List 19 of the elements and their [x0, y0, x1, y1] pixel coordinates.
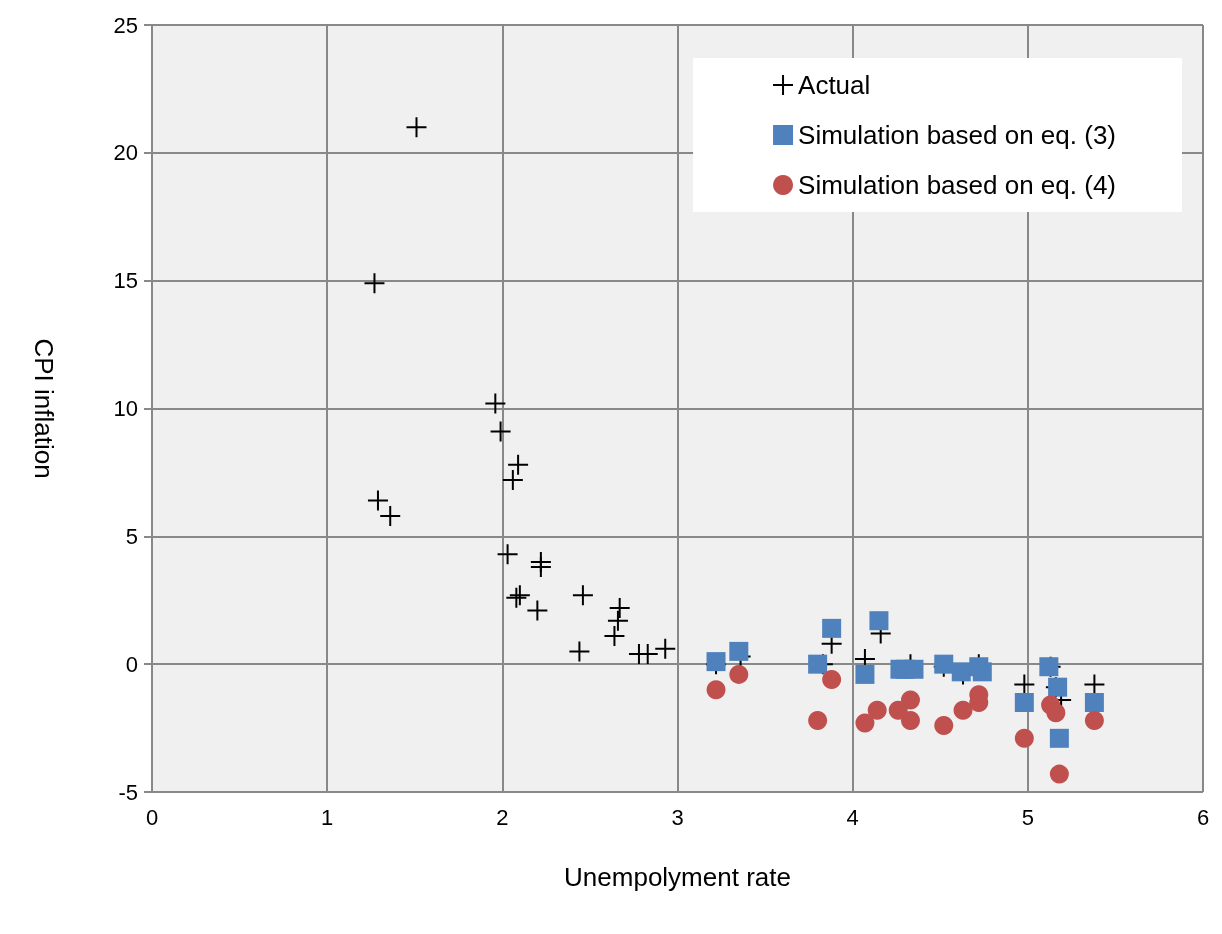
x-tick-label: 2: [496, 804, 509, 830]
x-tick-label: 5: [1021, 804, 1034, 830]
x-tick-label: 6: [1196, 804, 1210, 830]
y-tick-label: 5: [125, 523, 138, 549]
y-tick-label: 20: [113, 140, 138, 166]
y-tick-label: 15: [113, 268, 138, 294]
y-tick-label: 0: [125, 651, 138, 677]
y-tick-label: 10: [113, 396, 138, 421]
x-axis-title: Unempolyment rate: [564, 862, 791, 892]
y-tick-label: 25: [113, 12, 138, 38]
y-axis-title: CPI inflation: [29, 338, 59, 479]
x-tick-label: 1: [321, 804, 334, 830]
x-tick-label: 4: [846, 804, 859, 830]
x-tick-label: 3: [671, 804, 684, 830]
x-tick-label: 0: [145, 804, 159, 830]
legend-label: Simulation based on eq. (4): [798, 170, 1116, 200]
legend-label: Actual: [798, 70, 871, 100]
y-tick-label: -5: [118, 779, 138, 805]
legend-label: Simulation based on eq. (3): [798, 120, 1116, 150]
